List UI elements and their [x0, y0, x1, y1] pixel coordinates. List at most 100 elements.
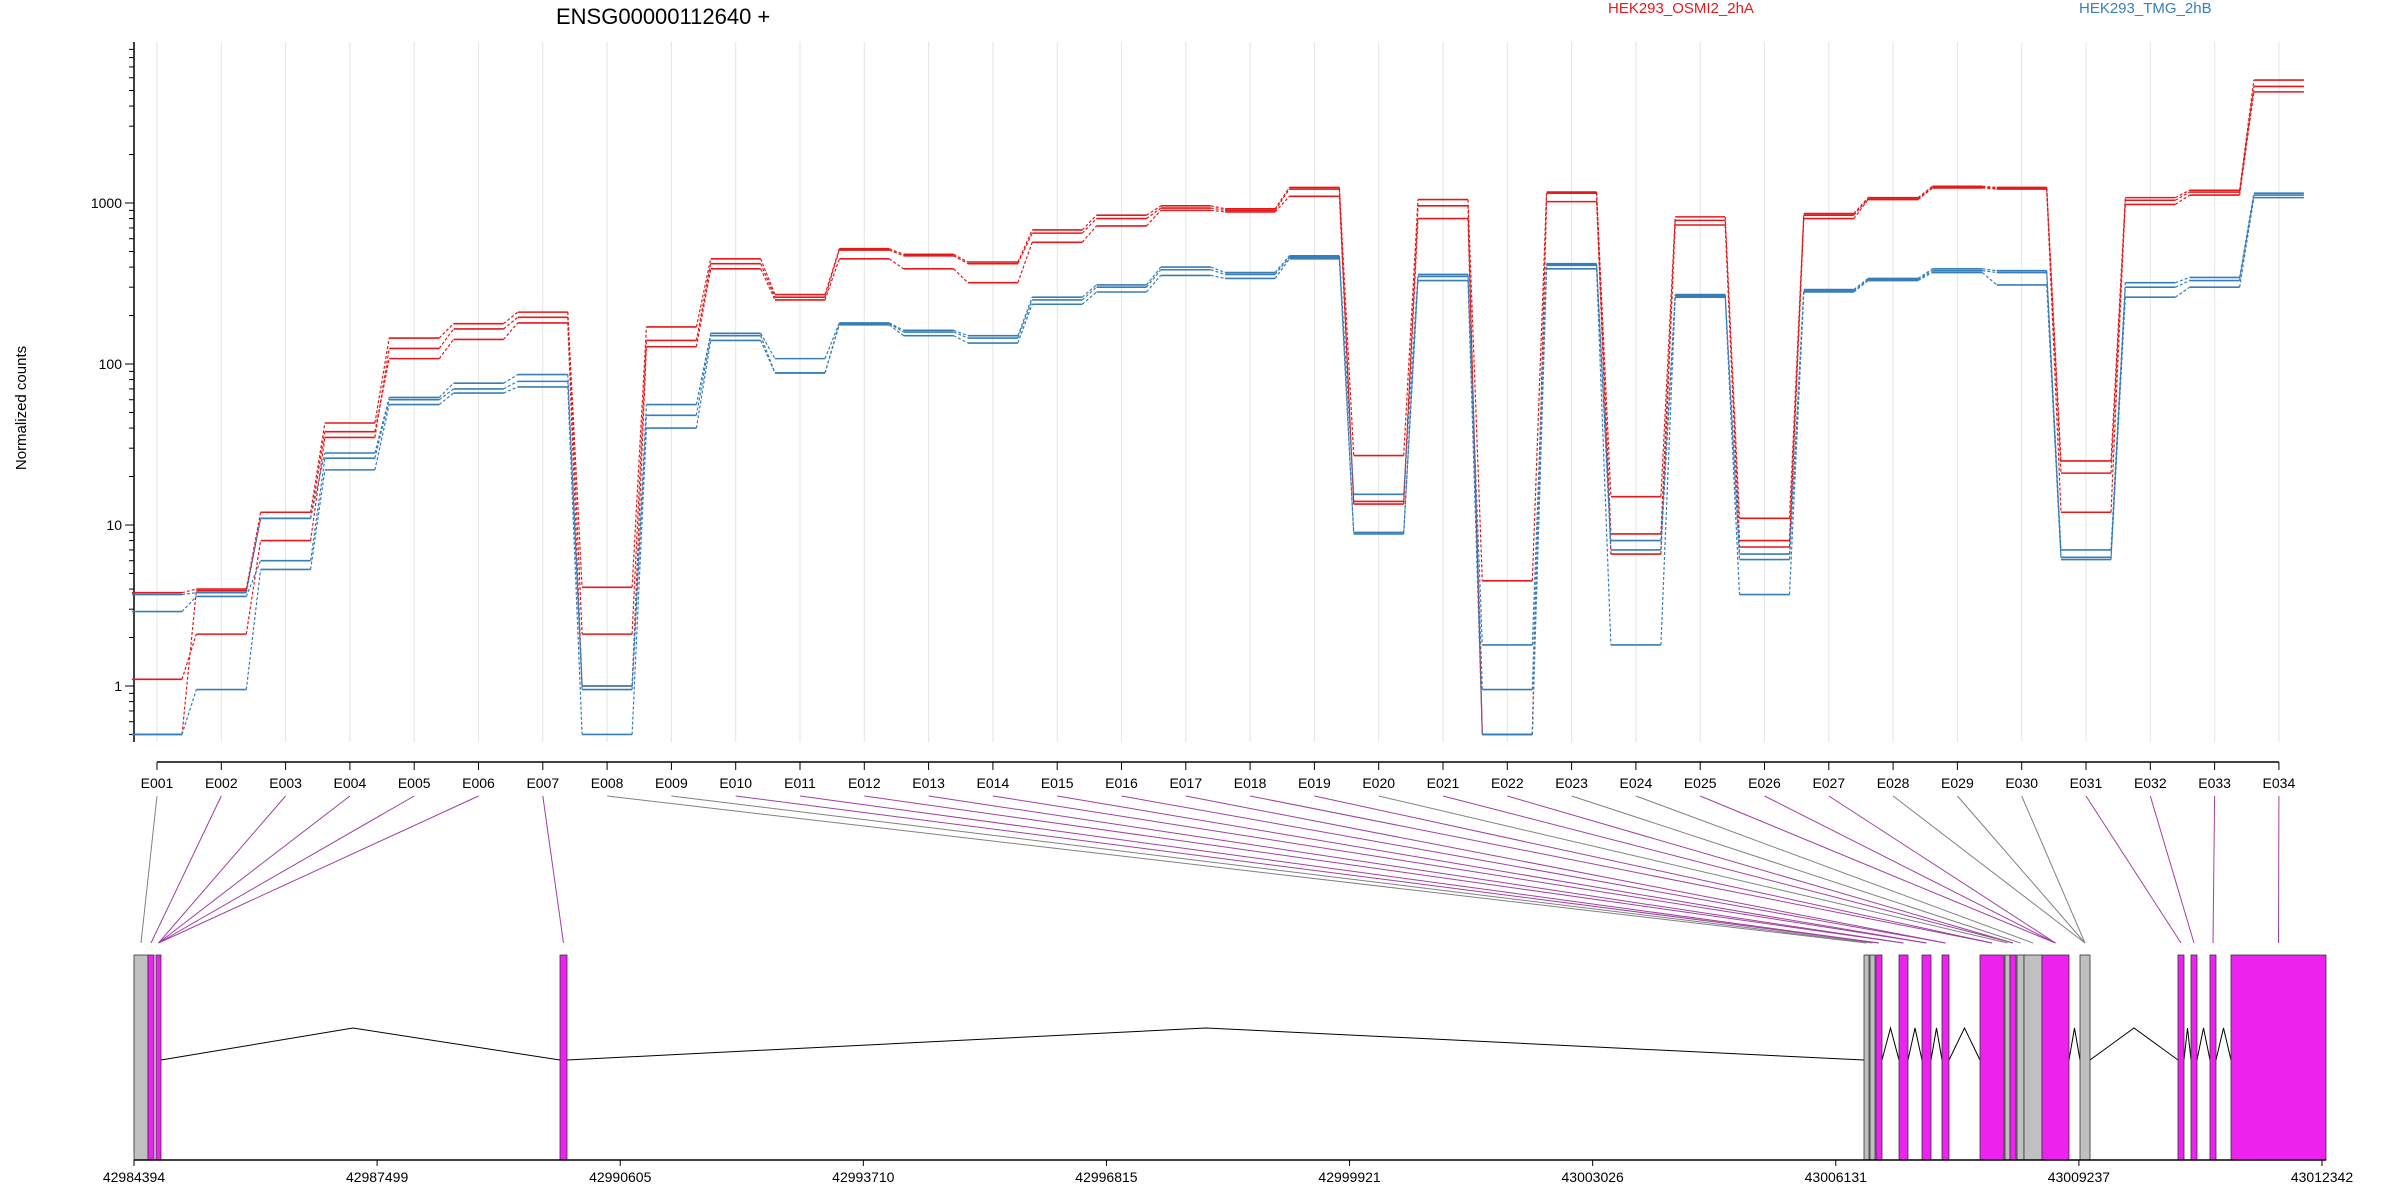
exon-transition — [1081, 218, 1097, 234]
exon-connector — [1957, 795, 2086, 944]
exon-connector — [140, 795, 158, 944]
exon-connector — [158, 795, 286, 944]
exon-transition — [1853, 199, 1869, 219]
exon-transition — [1274, 258, 1290, 279]
exon-transition — [1467, 276, 1483, 690]
exon-transition — [1788, 290, 1805, 560]
x-tick-label: E018 — [1234, 775, 1267, 791]
intron-line — [1930, 1027, 1943, 1061]
exon-transition — [2046, 270, 2062, 550]
x-tick-label: E032 — [2134, 775, 2167, 791]
intron-line — [1907, 1027, 1923, 1061]
x-tick-label: E022 — [1491, 775, 1524, 791]
exon-box — [133, 954, 149, 1161]
exon-transition — [760, 335, 776, 374]
exon-connector — [2212, 795, 2216, 944]
exon-connector — [1314, 795, 1993, 944]
exon-transition — [1531, 263, 1548, 645]
exon-transition — [824, 322, 840, 359]
exon-transition — [2175, 279, 2190, 288]
exon-transition — [953, 253, 969, 263]
genomic-coordinate-label: 42993710 — [832, 1169, 895, 1185]
exon-transition — [374, 399, 390, 459]
exon-transition — [1853, 280, 1869, 293]
x-tick-label: E003 — [269, 775, 302, 791]
intron-line — [2183, 1027, 2192, 1061]
x-tick-label: E001 — [141, 775, 174, 791]
exon-transition — [310, 452, 326, 519]
exon-transition — [953, 335, 969, 344]
exon-transition — [1210, 269, 1226, 276]
exon-connector — [158, 795, 351, 944]
exon-connector — [1507, 795, 2014, 944]
genomic-coordinate-label: 42996815 — [1075, 1169, 1138, 1185]
exon-transition — [503, 380, 519, 390]
exon-transition — [374, 358, 390, 432]
series-line — [132, 85, 2304, 736]
exon-transition — [374, 337, 390, 424]
exon-connector — [928, 795, 1904, 944]
genomic-coordinate-axis: 42984394 42987499 42990605 42993710 42996815… — [103, 1159, 2353, 1185]
x-axis: E001 E002 E003 E004 E005 E006 E007 E008 E009 E010… — [141, 761, 2296, 791]
exon-transition — [1467, 199, 1483, 581]
exon-transition — [438, 382, 454, 398]
exon-transition — [1274, 188, 1290, 211]
exon-transition — [245, 512, 262, 590]
exon-box — [1941, 954, 1950, 1161]
exon-transition — [760, 340, 776, 374]
exon-transition — [503, 374, 519, 384]
exon-connector — [607, 795, 1867, 944]
exon-transition — [2046, 284, 2062, 560]
exon-transition — [503, 311, 519, 325]
exon-box — [1869, 954, 1876, 1161]
x-tick-label: E025 — [1684, 775, 1717, 791]
exon-transition — [374, 348, 390, 438]
exon-transition — [1917, 271, 1933, 282]
genomic-coordinate-label: 42984394 — [103, 1169, 166, 1185]
exon-transition — [181, 596, 197, 612]
exon-transition — [2046, 187, 2062, 513]
exon-transition — [1982, 185, 1997, 188]
exon-transition — [181, 689, 197, 735]
exon-transition — [631, 340, 647, 635]
exon-transition — [1017, 232, 1033, 264]
exon-transition — [1982, 186, 1997, 189]
y-tick-label: 100 — [99, 356, 123, 372]
exon-transition — [310, 437, 326, 541]
exon-transition — [245, 518, 262, 591]
genomic-coordinate-label: 43006131 — [1805, 1169, 1868, 1185]
exon-transition — [824, 324, 840, 374]
exon-transition — [245, 560, 262, 597]
exon-transition — [181, 590, 197, 735]
x-tick-label: E033 — [2198, 775, 2231, 791]
x-tick-label: E010 — [719, 775, 752, 791]
intron-line — [160, 1027, 561, 1061]
exon-connector — [2149, 795, 2195, 944]
exon-transition — [695, 268, 712, 347]
exon-transition — [1531, 265, 1548, 690]
exon-box — [2209, 954, 2217, 1161]
exon-transition — [1596, 263, 1612, 541]
exon-connector — [1378, 795, 2008, 944]
exon-transition — [631, 326, 647, 588]
exon-transition — [1274, 255, 1290, 273]
exon-transition — [1660, 216, 1676, 497]
exon-transition — [1917, 185, 1933, 199]
exon-transition — [1724, 224, 1741, 548]
exon-transition — [245, 518, 262, 593]
y-tick-label: 1 — [114, 678, 122, 694]
x-tick-label: E004 — [334, 775, 367, 791]
intron-line — [1948, 1026, 1981, 1061]
exon-transition — [888, 258, 904, 270]
exon-transition — [889, 248, 904, 255]
exon-transition — [374, 404, 390, 470]
exon-transition — [2239, 197, 2255, 288]
exon-transition — [1660, 297, 1676, 645]
exon-transition — [760, 258, 776, 295]
vertical-gridlines — [156, 42, 2280, 742]
exon-transition — [2175, 191, 2190, 201]
x-tick-label: E034 — [2263, 775, 2296, 791]
exon-transition — [1982, 268, 1997, 272]
exon-transition — [245, 540, 262, 635]
